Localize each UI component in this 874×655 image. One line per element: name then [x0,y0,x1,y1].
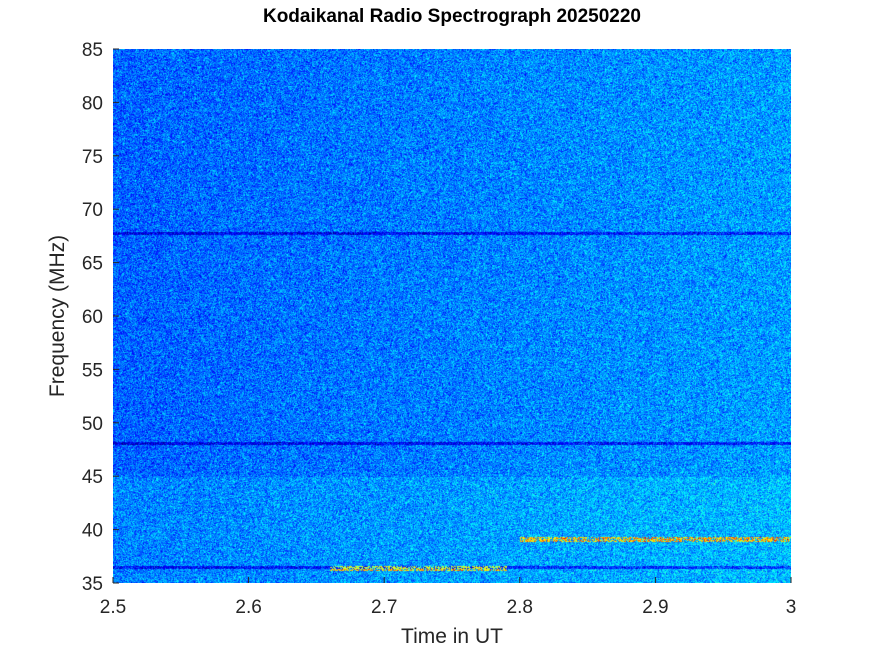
y-tick-label: 35 [82,574,103,595]
y-axis-label: Frequency (MHz) [46,235,69,397]
spectrogram-heatmap [113,49,791,583]
y-tick-label: 40 [82,521,103,542]
x-tick-label: 2.5 [100,597,126,618]
x-axis-ticks: 2.5 2.6 2.7 2.8 2.9 3 [100,577,797,618]
y-tick-label: 45 [82,467,103,488]
y-tick-label: 65 [82,254,103,275]
spectrogram-heatmap-canvas [113,49,791,583]
y-tick-label: 70 [82,200,103,221]
x-tick-label: 3 [786,597,797,618]
x-tick-label: 2.8 [507,597,533,618]
y-axis-ticks: 35 40 45 50 55 60 65 70 75 80 85 [82,40,119,595]
chart-title: Kodaikanal Radio Spectrograph 20250220 [263,6,641,27]
y-tick-label: 55 [82,360,103,381]
y-tick-label: 50 [82,414,103,435]
y-tick-label: 75 [82,147,103,168]
x-tick-label: 2.7 [371,597,397,618]
y-tick-label: 60 [82,307,103,328]
spectrogram-plot-area [113,49,791,583]
x-axis-label: Time in UT [401,625,503,648]
x-tick-label: 2.6 [235,597,261,618]
x-tick-label: 2.9 [642,597,668,618]
y-tick-label: 80 [82,93,103,114]
y-tick-label: 85 [82,40,103,61]
